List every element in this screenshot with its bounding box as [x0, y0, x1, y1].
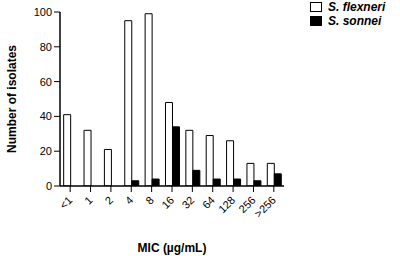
svg-text:8: 8: [143, 194, 156, 207]
svg-text:32: 32: [179, 194, 196, 211]
html-text:S. flexneri: S. flexneri: [328, 0, 386, 14]
svg-text:128: 128: [216, 194, 237, 215]
svg-text:16: 16: [159, 194, 176, 211]
svg-text:>256: >256: [252, 194, 278, 220]
svg-text:100: 100: [34, 6, 52, 18]
svg-text:2: 2: [102, 194, 115, 207]
html-text:S. sonnei: S. sonnei: [328, 14, 382, 28]
svg-text:0: 0: [46, 180, 52, 192]
svg-text:20: 20: [40, 145, 52, 157]
svg-text:<1: <1: [57, 194, 74, 211]
svg-text:64: 64: [200, 194, 217, 211]
svg-text:4: 4: [123, 194, 136, 207]
svg-text:MIC (µg/mL): MIC (µg/mL): [138, 241, 207, 255]
svg-text:80: 80: [40, 41, 52, 53]
svg-text:60: 60: [40, 76, 52, 88]
svg-text:Number of isolates: Number of isolates: [8, 45, 19, 153]
svg-text:40: 40: [40, 110, 52, 122]
svg-text:256: 256: [236, 193, 258, 216]
svg-text:1: 1: [82, 194, 95, 207]
